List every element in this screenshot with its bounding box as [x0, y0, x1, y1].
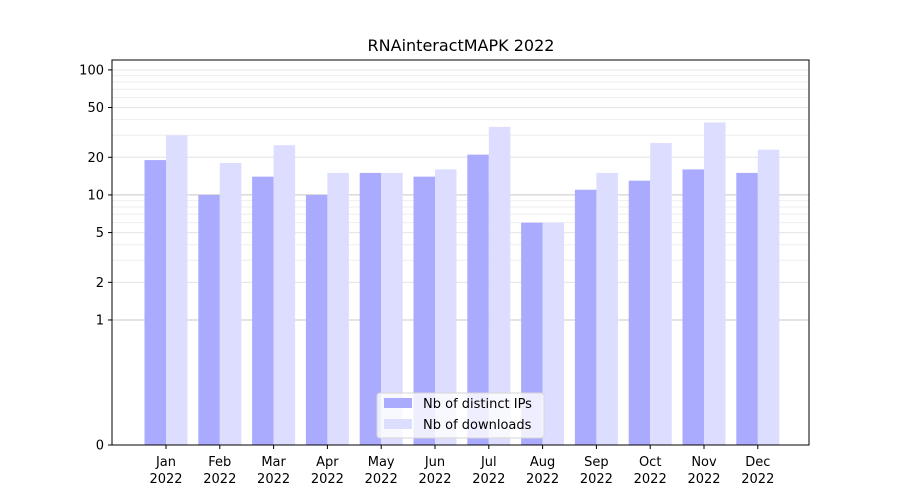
- x-tick-label: Jun 2022: [418, 455, 451, 487]
- bar-downloads: [327, 172, 349, 445]
- plot-frame: [111, 59, 810, 446]
- x-tick-label: Aug 2022: [526, 455, 559, 487]
- y-tick-label: 5: [96, 226, 104, 241]
- y-tick-label: 1: [96, 313, 104, 328]
- bar-distinct-ips: [413, 176, 435, 445]
- y-tick-label: 10: [87, 188, 104, 203]
- bar-distinct-ips: [628, 180, 651, 445]
- x-tick-label: Mar 2022: [257, 455, 290, 487]
- bar-downloads: [219, 163, 242, 445]
- bar-distinct-ips: [467, 154, 489, 446]
- legend: Nb of distinct IPs Nb of downloads: [376, 392, 545, 439]
- x-tick-label: Sep 2022: [580, 455, 613, 487]
- bar-distinct-ips: [574, 189, 597, 445]
- bar-downloads: [704, 122, 726, 445]
- y-tick-label: 100: [79, 63, 104, 78]
- bar-downloads: [381, 172, 403, 445]
- x-axis: Jan 2022 Feb 2022 Mar 2022 Apr 2022 May 2022 Jun 20…: [149, 445, 774, 487]
- bars: [144, 122, 780, 446]
- x-tick-label: Oct 2022: [634, 455, 667, 487]
- bar-downloads: [273, 145, 296, 445]
- bar-downloads: [435, 169, 457, 445]
- bar-distinct-ips: [736, 172, 758, 445]
- bar-distinct-ips: [252, 176, 274, 445]
- x-tick-label: Nov 2022: [687, 455, 720, 487]
- bar-distinct-ips: [521, 222, 543, 445]
- bar-distinct-ips: [682, 169, 704, 445]
- bar-downloads: [542, 222, 565, 445]
- y-tick-label: 20: [87, 151, 104, 166]
- legend-swatch: [384, 419, 412, 429]
- bar-distinct-ips: [144, 160, 166, 445]
- bar-distinct-ips: [359, 172, 382, 445]
- x-tick-label: May 2022: [365, 455, 398, 487]
- y-tick-label: 50: [87, 101, 104, 116]
- bar-downloads: [166, 135, 188, 445]
- x-tick-label: Jan 2022: [149, 455, 182, 487]
- bar-downloads: [757, 149, 780, 446]
- y-tick-label: 2: [96, 276, 104, 291]
- bar-downloads: [596, 172, 618, 445]
- bar-distinct-ips: [198, 194, 220, 445]
- bar-distinct-ips: [305, 194, 328, 445]
- legend-label: Nb of downloads: [423, 418, 532, 433]
- legend-swatch: [384, 398, 412, 408]
- legend-label: Nb of distinct IPs: [423, 397, 532, 412]
- x-tick-label: Jul 2022: [472, 455, 505, 487]
- x-tick-label: Dec 2022: [741, 455, 774, 487]
- y-tick-label: 0: [96, 439, 104, 454]
- legend-box: [376, 392, 545, 439]
- chart-title: RNAinteractMAPK 2022: [368, 36, 555, 55]
- bar-downloads: [488, 126, 511, 446]
- y-axis: 0 1 2 5 10 20 50 100: [79, 63, 112, 454]
- x-tick-label: Feb 2022: [203, 455, 236, 487]
- bar-downloads: [650, 143, 672, 445]
- x-tick-label: Apr 2022: [311, 455, 344, 487]
